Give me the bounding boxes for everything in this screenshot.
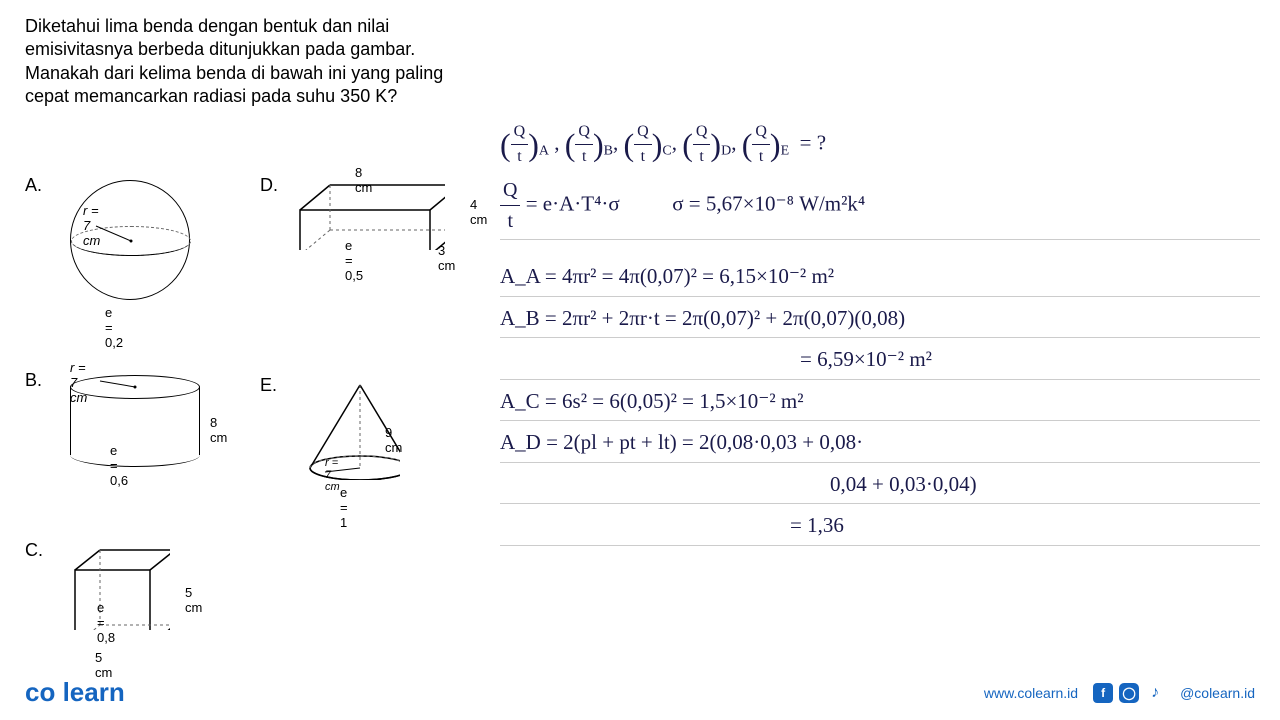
- hw-area-b1: A_B = 2πr² + 2πr·t = 2π(0,07)² + 2π(0,07…: [500, 303, 1260, 339]
- hw-formula-line: Qt = e·A·T⁴·σ σ = 5,67×10⁻⁸ W/m²k⁴: [500, 175, 1260, 240]
- cube-e-label: e = 0,8: [97, 600, 115, 645]
- cube-shape: [70, 545, 170, 630]
- option-b-label: B.: [25, 370, 42, 390]
- option-d: D. 8 cm 4 cm 3 cm e = 0,5: [260, 175, 278, 196]
- footer: co learn www.colearn.id f ◯ ♪ @colearn.i…: [0, 677, 1280, 708]
- option-e-label: E.: [260, 375, 277, 395]
- cube-s2-label: 5 cm: [95, 650, 112, 680]
- instagram-icon: ◯: [1119, 683, 1139, 703]
- tiktok-icon: ♪: [1145, 683, 1165, 703]
- option-c-label: C.: [25, 540, 43, 560]
- box-w-label: 4 cm: [470, 197, 487, 227]
- box-l-label: 8 cm: [355, 165, 372, 195]
- hw-area-d2: 0,04 + 0,03·0,04): [500, 469, 1260, 505]
- social-icons: f ◯ ♪: [1093, 683, 1165, 703]
- option-d-label: D.: [260, 175, 278, 195]
- hw-area-c: A_C = 6s² = 6(0,05)² = 1,5×10⁻² m²: [500, 386, 1260, 422]
- hw-area-d3: = 1,36: [500, 510, 1260, 546]
- hw-question-line: (Qt)A , (Qt)B, (Qt)C, (Qt)D, (Qt)E = ?: [500, 120, 1260, 169]
- hw-area-d1: A_D = 2(pl + pt + lt) = 2(0,08·0,03 + 0,…: [500, 427, 1260, 463]
- hw-area-b2: = 6,59×10⁻² m²: [500, 344, 1260, 380]
- cube-s1-label: 5 cm: [185, 585, 202, 615]
- sphere-r-label: r = 7 cm: [83, 203, 100, 248]
- box-h-label: 3 cm: [438, 243, 455, 273]
- option-e: E. 9 cm r = 7 cm e = 1: [260, 375, 277, 396]
- cylinder-shape: [70, 375, 200, 455]
- cone-s-label: 9 cm: [385, 425, 402, 455]
- facebook-icon: f: [1093, 683, 1113, 703]
- box-e-label: e = 0,5: [345, 238, 363, 283]
- hw-area-a: A_A = 4πr² = 4π(0,07)² = 6,15×10⁻² m²: [500, 261, 1260, 297]
- option-a: A. r = 7 cm e = 0,2: [25, 175, 42, 196]
- cylinder-e-label: e = 0,6: [110, 443, 128, 488]
- cone-e-label: e = 1: [340, 485, 348, 530]
- cylinder-r-label: r = 7 cm: [70, 360, 87, 405]
- handwriting-area: (Qt)A , (Qt)B, (Qt)C, (Qt)D, (Qt)E = ? Q…: [500, 120, 1260, 552]
- cylinder-h-label: 8 cm: [210, 415, 227, 445]
- cone-r-label: r = 7 cm: [325, 457, 340, 493]
- question-text: Diketahui lima benda dengan bentuk dan n…: [25, 15, 485, 109]
- option-c: C. 5 cm 5 cm e = 0,8: [25, 540, 43, 561]
- footer-handle: @colearn.id: [1180, 685, 1255, 701]
- option-b: B. r = 7 cm 8 cm e = 0,6: [25, 370, 42, 391]
- sphere-e-label: e = 0,2: [105, 305, 123, 350]
- footer-url: www.colearn.id: [984, 685, 1078, 701]
- option-a-label: A.: [25, 175, 42, 195]
- logo: co learn: [25, 677, 125, 708]
